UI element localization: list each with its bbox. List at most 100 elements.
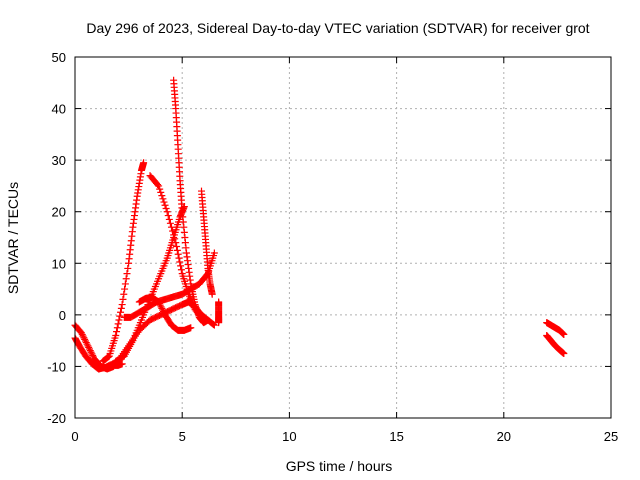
data-point <box>157 188 165 196</box>
data-point <box>118 360 126 368</box>
data-point <box>210 249 218 257</box>
data-point <box>121 285 129 293</box>
data-point <box>155 298 163 306</box>
series-track-7 <box>135 293 195 334</box>
data-point <box>140 159 148 167</box>
data-point <box>177 262 185 270</box>
series-track-9 <box>170 76 212 327</box>
y-tick-label: 40 <box>52 102 66 117</box>
data-point <box>83 340 91 348</box>
data-point <box>174 250 182 258</box>
x-axis-label: GPS time / hours <box>286 458 393 474</box>
y-tick-label: -10 <box>47 359 66 374</box>
data-point <box>158 192 166 200</box>
data-point <box>88 350 96 358</box>
data-point <box>187 324 195 332</box>
data-point <box>155 182 163 190</box>
data-point <box>210 321 218 329</box>
data-point <box>156 301 164 309</box>
data-point <box>209 320 217 328</box>
data-point <box>81 335 89 343</box>
series-track-10 <box>197 187 216 298</box>
data-point <box>123 270 131 278</box>
data-point <box>172 239 180 247</box>
data-point <box>204 316 212 324</box>
data-point <box>113 328 121 336</box>
data-point <box>120 290 128 298</box>
data-point <box>176 258 184 266</box>
data-point <box>112 331 120 339</box>
x-tick-label: 10 <box>282 429 296 444</box>
data-point <box>162 204 170 212</box>
plot-frame <box>74 56 612 419</box>
x-tick-label: 20 <box>497 429 511 444</box>
data-point <box>159 195 167 203</box>
data-point <box>157 303 165 311</box>
data-point <box>560 330 568 338</box>
data-point <box>122 275 130 283</box>
data-point <box>210 321 218 329</box>
data-point <box>85 343 93 351</box>
data-point <box>177 266 185 274</box>
data-point <box>171 235 179 243</box>
data-point <box>87 348 95 356</box>
data-point <box>116 312 124 320</box>
data-point <box>80 334 88 342</box>
series-track-3 <box>99 159 148 365</box>
data-point <box>166 219 174 227</box>
data-point <box>173 246 181 254</box>
data-point <box>119 295 127 303</box>
data-point <box>163 208 171 216</box>
data-point <box>113 324 121 332</box>
data-point <box>117 308 125 316</box>
data-point <box>159 308 167 316</box>
data-point <box>155 300 163 308</box>
data-point <box>154 181 162 189</box>
data-point <box>156 185 164 193</box>
data-point <box>161 201 169 209</box>
data-point <box>117 304 125 312</box>
chart-title: Day 296 of 2023, Sidereal Day-to-day VTE… <box>86 20 589 36</box>
data-point <box>167 223 175 231</box>
y-tick-label: 0 <box>59 308 66 323</box>
data-point <box>170 231 178 239</box>
data-point <box>105 353 112 361</box>
data-point <box>82 339 90 347</box>
data-point <box>81 337 89 345</box>
data-point <box>121 280 129 288</box>
axis-ticks: 0 5 10 15 20 25 -20 -10 0 10 20 30 40 50 <box>47 50 618 444</box>
data-point <box>208 290 216 298</box>
data-point <box>114 320 122 328</box>
data-point <box>78 331 86 339</box>
data-point <box>560 350 568 358</box>
data-point <box>159 306 167 314</box>
y-tick-label: 10 <box>52 256 66 271</box>
data-point <box>165 215 173 223</box>
y-tick-label: 20 <box>52 205 66 220</box>
data-point <box>85 345 93 353</box>
data-point <box>84 342 92 350</box>
x-tick-label: 25 <box>604 429 618 444</box>
data-point <box>118 301 126 309</box>
data-point <box>169 227 177 235</box>
series-track-11 <box>215 298 223 327</box>
data-point <box>115 316 123 324</box>
y-tick-label: -20 <box>47 411 66 426</box>
data-point <box>86 347 94 355</box>
data-point <box>173 243 181 251</box>
data-point <box>160 198 168 206</box>
x-tick-label: 5 <box>179 429 186 444</box>
series-track-12 <box>543 319 568 338</box>
data-point <box>124 264 132 272</box>
data-point <box>89 351 97 359</box>
y-axis-label: SDTVAR / TECUs <box>5 182 21 294</box>
y-tick-label: 30 <box>52 153 66 168</box>
data-marks <box>71 76 568 373</box>
series-track-6 <box>120 249 218 321</box>
data-point <box>215 319 223 327</box>
data-point <box>164 212 172 220</box>
series-track-13 <box>543 331 568 358</box>
data-point <box>158 304 166 312</box>
data-point <box>104 353 112 361</box>
